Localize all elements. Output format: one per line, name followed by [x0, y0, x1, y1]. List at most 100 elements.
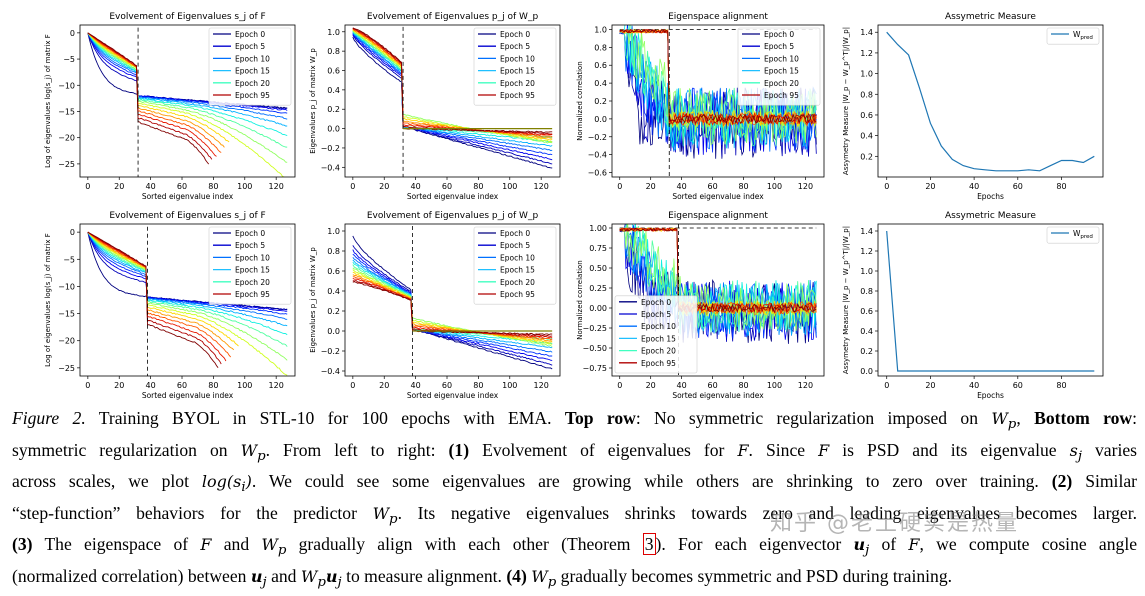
x-tick-label: 20 — [114, 381, 124, 390]
x-tick-label: 40 — [146, 381, 156, 390]
caption-label: Figure 2. — [12, 408, 86, 428]
x-tick-label: 20 — [114, 182, 124, 191]
x-tick-label: 80 — [473, 182, 483, 191]
x-tick-label: 0 — [350, 182, 355, 191]
panel-title: Evolvement of Eigenvalues p_j of W_p — [367, 211, 539, 221]
plot-area — [886, 230, 1095, 372]
x-tick-label: 40 — [969, 182, 979, 191]
series-line — [87, 231, 219, 368]
legend-entry: Epoch 0 — [764, 30, 794, 39]
caption-line-3: across scales, we plot log(si). We could… — [12, 471, 1138, 496]
panel-title: Assymetric Measure — [945, 12, 1036, 22]
y-axis-label: Eigenvalues p_j of matrix W_p — [309, 247, 317, 353]
plot-area — [87, 27, 288, 177]
legend-entry: Epoch 20 — [764, 79, 799, 88]
legend-entry: Wpred — [1073, 30, 1093, 41]
x-tick-label: 100 — [502, 182, 517, 191]
y-tick-label: 0.2 — [860, 347, 873, 356]
series-line — [87, 231, 288, 336]
legend-entry: Epoch 15 — [500, 266, 535, 275]
legend-entry: Epoch 95 — [500, 91, 535, 100]
x-tick-label: 60 — [442, 381, 452, 390]
legend-entry: Epoch 0 — [500, 229, 530, 238]
panel-title: Eigenspace alignment — [668, 12, 768, 22]
x-tick-label: 80 — [208, 182, 218, 191]
legend-entry: Epoch 15 — [235, 67, 270, 76]
y-tick-label: 1.0 — [327, 28, 340, 37]
y-tick-label: 1.0 — [860, 70, 873, 79]
asymmetry-line — [886, 230, 1095, 372]
axes-frame — [79, 24, 296, 178]
x-tick-label: 20 — [379, 381, 389, 390]
y-tick-label: −20 — [58, 134, 75, 143]
y-tick-label: 0.6 — [860, 111, 873, 120]
x-tick-label: 120 — [269, 381, 284, 390]
series-line — [352, 259, 553, 349]
y-tick-label: 0.8 — [594, 43, 607, 52]
legend-entry: Epoch 0 — [641, 298, 671, 307]
y-tick-label: 0.4 — [860, 132, 873, 141]
y-tick-label: 1.0 — [860, 267, 873, 276]
series-line — [619, 28, 817, 126]
legend-entry: Epoch 5 — [235, 42, 265, 51]
figure-canvas: 0 20 40 60 80 100 120 0 −5 −10 −15 −20 −25 Evolvement… — [44, 12, 1104, 400]
y-tick-label: −0.4 — [321, 367, 340, 376]
y-tick-label: −0.2 — [321, 347, 340, 356]
panel-title: Evolvement of Eigenvalues s_j of F — [109, 12, 265, 22]
legend-entry: Epoch 15 — [641, 334, 676, 343]
y-axis-label: Eigenvalues p_j of matrix W_p — [309, 48, 317, 154]
legend-entry: Epoch 5 — [235, 241, 265, 250]
y-tick-label: 0.25 — [589, 284, 607, 293]
panel-top-3: 0 20 40 60 80 100 120 1.0 0.8 0.6 0.4 0.2 0.0 −0.2 −0.… — [576, 12, 825, 201]
y-tick-label: 1.2 — [860, 49, 873, 58]
series-line — [87, 32, 285, 177]
y-tick-label: −10 — [58, 81, 75, 90]
y-tick-label: 0.2 — [594, 97, 607, 106]
legend-entry: Epoch 95 — [641, 359, 676, 368]
y-tick-label: 0.50 — [589, 264, 607, 273]
series-line — [352, 235, 553, 370]
x-tick-label: 80 — [738, 381, 748, 390]
series-line — [87, 32, 210, 165]
legend: Wpred — [1046, 226, 1100, 244]
x-tick-label: 0 — [617, 381, 622, 390]
series-line — [87, 32, 288, 148]
series-line — [87, 231, 288, 315]
x-tick-label: 40 — [677, 381, 687, 390]
legend-entry: Epoch 20 — [500, 278, 535, 287]
y-axis-label: Normalized correlation — [576, 61, 584, 140]
y-tick-label: 0.2 — [327, 307, 340, 316]
y-tick-label: 0.6 — [327, 267, 340, 276]
legend-entry: Epoch 15 — [500, 67, 535, 76]
axes-frame — [611, 223, 825, 377]
x-tick-label: 60 — [707, 381, 717, 390]
y-tick-label: 0.8 — [327, 47, 340, 56]
x-tick-label: 20 — [646, 182, 656, 191]
legend-entry: Epoch 95 — [500, 290, 535, 299]
y-tick-label: 1.2 — [860, 247, 873, 256]
x-tick-label: 40 — [146, 182, 156, 191]
series-line — [87, 231, 288, 312]
x-tick-label: 0 — [884, 381, 889, 390]
theorem-link[interactable]: 3 — [642, 533, 656, 556]
plot-area — [886, 31, 1095, 172]
x-tick-label: 40 — [411, 381, 421, 390]
x-axis-label: Epochs — [977, 192, 1004, 201]
x-tick-label: 60 — [1013, 182, 1023, 191]
legend: Epoch 0 Epoch 5 Epoch 10 Epoch 15 Epoch 20 Ep… — [208, 226, 292, 305]
panel-bottom-4: 0 20 40 60 80 1.4 1.2 1.0 0.8 0.6 0.4 0.2 0.0 Assymet… — [842, 211, 1104, 400]
x-tick-label: 60 — [1013, 381, 1023, 390]
x-tick-label: 100 — [237, 381, 252, 390]
y-tick-label: −0.4 — [588, 151, 607, 160]
panel-top-4: 0 20 40 60 80 1.4 1.2 1.0 0.8 0.6 0.4 0.2 Assymetric… — [842, 12, 1104, 201]
y-tick-label: 0.4 — [860, 327, 873, 336]
panel-title: Assymetric Measure — [945, 211, 1036, 221]
legend-entry: Epoch 15 — [235, 266, 270, 275]
y-tick-label: 0 — [70, 29, 75, 38]
x-axis-label: Sorted eigenvalue index — [142, 192, 234, 201]
caption-line-2: symmetric regularization on Wp. From lef… — [12, 439, 1137, 464]
legend-entry: Epoch 20 — [235, 278, 270, 287]
x-tick-label: 80 — [1056, 381, 1066, 390]
legend: Epoch 0 Epoch 5 Epoch 10 Epoch 15 Epoch 20 Ep… — [614, 295, 698, 374]
x-tick-label: 100 — [237, 182, 252, 191]
